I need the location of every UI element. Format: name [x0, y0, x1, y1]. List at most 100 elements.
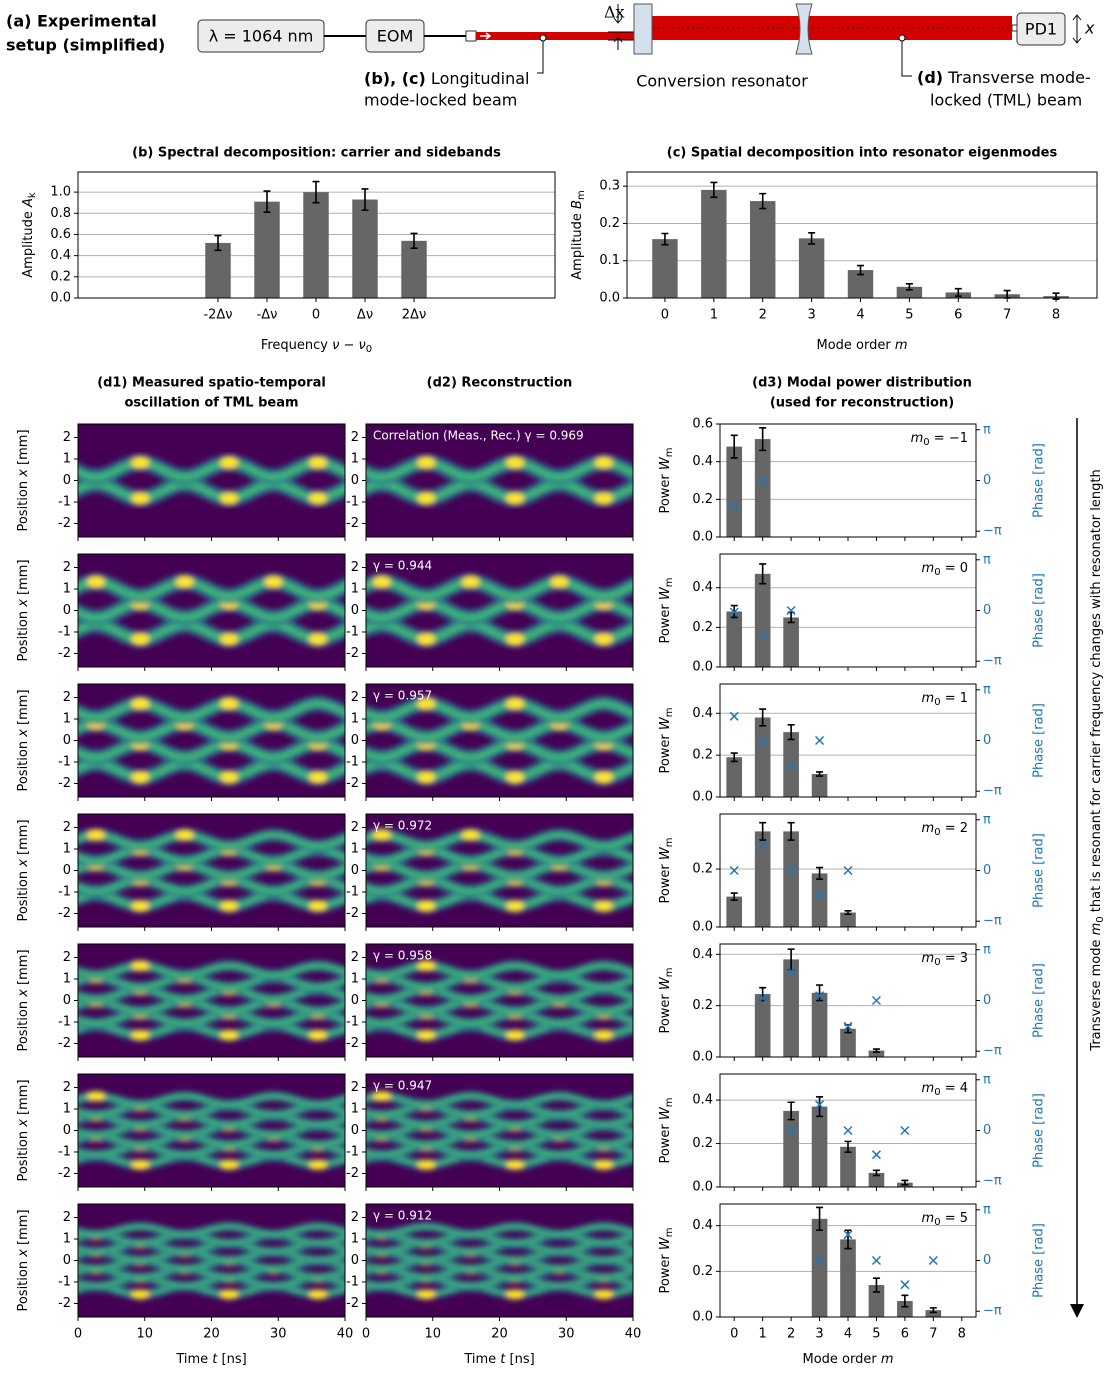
error-bar	[214, 234, 222, 252]
heatmap-band	[78, 1267, 345, 1280]
y-tick-label: -2	[58, 1036, 71, 1051]
y-axis-label: Position x [mm]	[16, 819, 31, 921]
heatmap-bands	[78, 1221, 345, 1300]
heatmap-peak	[43, 597, 61, 609]
y2-tick-label: π	[983, 1072, 991, 1087]
heatmap-peak	[43, 985, 61, 995]
y-tick-label: 1	[351, 452, 359, 467]
plot-frame	[77, 1203, 346, 1318]
plot-frame	[77, 813, 346, 928]
heatmap-bands	[366, 1221, 633, 1300]
y-axis-label: Power Wm	[658, 967, 676, 1033]
y-tick-label: -1	[58, 1144, 71, 1159]
y-tick-label: 0.0	[599, 291, 620, 306]
heatmap-peak	[220, 633, 239, 646]
side-arrow-head	[1070, 1304, 1084, 1318]
label-part: Mode order	[802, 1352, 880, 1367]
laser-label: λ = 1064 nm	[209, 27, 314, 46]
y-tick-label: 0.6	[50, 227, 71, 242]
phase-marker	[843, 1230, 853, 1240]
label-part: W	[658, 586, 673, 600]
label-part: Position	[16, 867, 31, 922]
y-tick-label: 1	[63, 842, 71, 857]
y2-axis-label: Phase [rad]	[1032, 573, 1047, 648]
phase-marker	[786, 1125, 796, 1136]
heatmap-band	[78, 877, 345, 894]
y2-tick-label: 0	[983, 993, 991, 1008]
label-part: Power	[658, 600, 673, 643]
y-tick-label: 1	[351, 712, 359, 727]
heatmap-band	[366, 740, 633, 761]
label-part: Power	[658, 1250, 673, 1293]
heatmap-peak	[131, 697, 150, 710]
label-part: m	[922, 561, 935, 576]
bar	[652, 239, 678, 298]
plot-frame	[719, 553, 977, 668]
setup-diagram: (a) Experimental setup (simplified) λ = …	[6, 3, 1095, 110]
heatmap-band	[366, 720, 633, 741]
phase-marker	[786, 605, 796, 616]
label-part: Mode order	[816, 338, 894, 353]
y-tick-label: 0.4	[692, 1093, 713, 1108]
y-tick-label: 0	[63, 1253, 71, 1268]
y-tick-label: 0.4	[692, 706, 713, 721]
bar	[352, 199, 378, 298]
phase-marker	[758, 630, 768, 640]
heatmap-band	[366, 1250, 633, 1262]
heatmap-band	[366, 760, 633, 781]
heatmap-bands	[366, 573, 633, 648]
y-tick-label: -2	[346, 1036, 359, 1051]
heatmap-peak	[372, 1091, 391, 1102]
y-tick-label: 0.2	[692, 862, 713, 877]
error-bar	[872, 1169, 880, 1177]
shift-arrows	[608, 4, 634, 50]
label-part: 0	[934, 567, 940, 578]
y2-tick-label: −π	[983, 524, 1002, 539]
correlation-label: γ = 0.958	[373, 949, 432, 963]
phase-marker	[729, 607, 739, 617]
heatmap-band	[366, 1284, 633, 1297]
heatmap-band	[78, 862, 345, 879]
label-part: W	[658, 716, 673, 730]
correlation-label: γ = 0.912	[373, 1209, 432, 1223]
heatmap-band	[78, 760, 345, 781]
bar	[401, 240, 427, 298]
leader-dot	[898, 34, 906, 42]
x-tick-label: 3	[815, 1327, 823, 1342]
y-tick-label: 0.1	[599, 253, 620, 268]
label-part: 0	[366, 344, 372, 355]
y-tick-label: 0	[63, 993, 71, 1008]
heatmap-band	[366, 862, 633, 879]
y2-tick-label: 0	[983, 733, 991, 748]
y-tick-label: 0	[351, 603, 359, 618]
label-part: = 2	[941, 821, 968, 836]
heatmap-peak	[594, 1030, 613, 1041]
plot-frame	[626, 171, 1098, 299]
bar	[783, 959, 799, 1057]
y-tick-label: -2	[58, 906, 71, 921]
x-tick-label: 0	[362, 1327, 370, 1342]
label-part: A	[21, 198, 36, 208]
bar	[726, 896, 743, 927]
heatmap-bands	[366, 960, 633, 1041]
heatmap-peak	[372, 575, 391, 588]
y2-tick-label: 0	[983, 603, 991, 618]
error-bar	[905, 283, 913, 291]
y2-tick-label: −π	[983, 1174, 1002, 1189]
phase-marker	[729, 711, 739, 721]
detector-label: PD1	[1025, 20, 1057, 39]
heatmap-peak	[506, 1159, 525, 1170]
y-tick-label: -2	[346, 516, 359, 531]
label-part: Power	[658, 860, 673, 903]
heatmap-peak	[0, 997, 16, 1007]
label-part: m	[664, 967, 675, 977]
y2-tick-label: 0	[983, 863, 991, 878]
y2-tick-label: −π	[983, 1044, 1002, 1059]
x-tick-label: 1	[759, 1327, 767, 1342]
bar	[798, 238, 825, 298]
y-tick-label: 1	[63, 712, 71, 727]
error-bar	[730, 892, 738, 901]
x-tick-label: 8	[958, 1327, 966, 1342]
y-tick-label: 1	[351, 582, 359, 597]
label-part: B	[570, 200, 585, 209]
